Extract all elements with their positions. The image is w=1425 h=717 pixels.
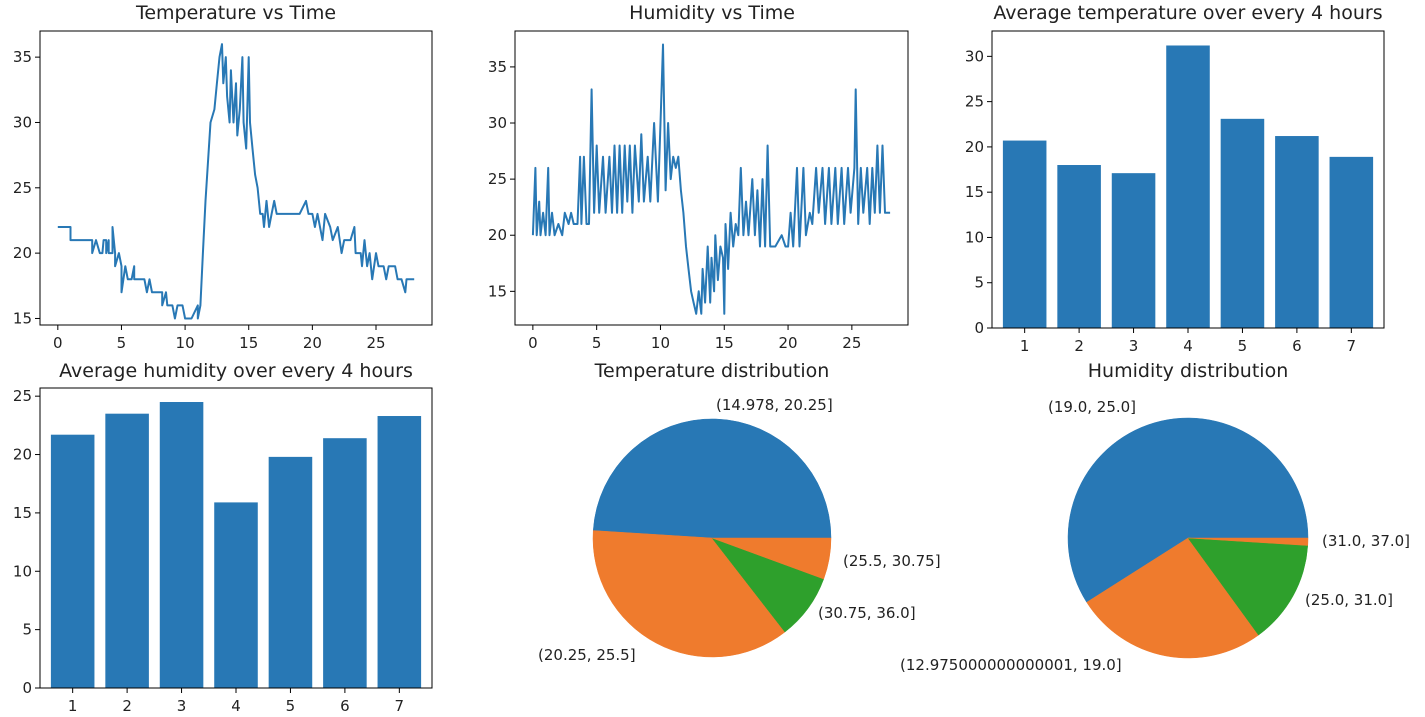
- series-line: [531, 43, 891, 315]
- slice-label: (19.0, 25.0]: [1048, 398, 1136, 416]
- x-tick-label: 15: [715, 334, 734, 352]
- bar: [1166, 45, 1210, 329]
- y-tick-label: 5: [22, 621, 32, 639]
- x-tick-label: 10: [651, 334, 670, 352]
- y-tick-label: 25: [13, 387, 32, 405]
- slice-label: (25.5, 30.75]: [843, 552, 941, 570]
- pie-slice: [1187, 537, 1309, 546]
- y-tick-label: 30: [965, 47, 984, 65]
- bar: [50, 434, 95, 688]
- plot-frame: [39, 30, 433, 326]
- x-tick-label: 3: [177, 697, 187, 715]
- bar: [1220, 118, 1265, 329]
- y-tick-label: 20: [488, 226, 507, 244]
- x-tick-label: 5: [592, 334, 602, 352]
- pie-slice: [1067, 417, 1309, 603]
- x-tick-label: 10: [176, 334, 195, 352]
- bar: [323, 438, 367, 688]
- avg-humidity-bar-chart: Average humidity over every 4 hours 1 2 3 4…: [13, 360, 433, 715]
- y-tick-label: 15: [488, 282, 507, 300]
- y-tick-label: 15: [965, 183, 984, 201]
- y-tick-label: 5: [974, 274, 984, 292]
- bar: [268, 456, 313, 688]
- chart-title: Average temperature over every 4 hours: [993, 2, 1382, 24]
- y-tick-label: 30: [488, 114, 507, 132]
- x-tick-label: 5: [117, 334, 127, 352]
- x-tick-label: 5: [286, 697, 296, 715]
- chart-title: Humidity vs Time: [629, 2, 795, 24]
- slice-label: (12.975000000000001, 19.0]: [900, 656, 1122, 674]
- y-tick-label: 20: [13, 446, 32, 464]
- bar: [1002, 140, 1047, 328]
- bar: [1329, 156, 1374, 328]
- y-tick-label: 0: [974, 319, 984, 337]
- y-tick-label: 15: [13, 504, 32, 522]
- humidity-distribution-pie: Humidity distribution (19.0, 25.0] (12.97…: [900, 360, 1410, 674]
- plot-frame: [514, 30, 909, 326]
- x-tick-label: 3: [1129, 337, 1139, 355]
- pie-slice: [1187, 537, 1309, 636]
- x-tick-label: 6: [340, 697, 350, 715]
- chart-title: Humidity distribution: [1088, 360, 1288, 382]
- x-tick-label: 15: [239, 334, 258, 352]
- x-tick-label: 0: [528, 334, 538, 352]
- plot-frame: [991, 30, 1385, 329]
- x-tick-label: 1: [68, 697, 78, 715]
- x-tick-label: 7: [1347, 337, 1357, 355]
- y-tick-label: 30: [13, 113, 32, 131]
- plot-frame: [39, 387, 433, 689]
- bar: [377, 416, 422, 688]
- chart-title: Temperature vs Time: [135, 2, 336, 24]
- y-tick-label: 25: [488, 170, 507, 188]
- chart-title: Temperature distribution: [594, 360, 830, 382]
- y-tick-label: 25: [965, 93, 984, 111]
- x-tick-label: 20: [779, 334, 798, 352]
- y-tick-label: 15: [13, 309, 32, 327]
- y-tick-label: 10: [965, 228, 984, 246]
- temperature-distribution-pie: Temperature distribution (14.978, 20.25]…: [538, 360, 941, 664]
- y-tick-label: 25: [13, 179, 32, 197]
- pie-slice: [592, 530, 786, 658]
- x-tick-label: 5: [1238, 337, 1248, 355]
- humidity-vs-time-chart: Humidity vs Time 0 5 10 15 20 25 15 20 25 30 35: [488, 2, 909, 352]
- pie-slice: [592, 418, 832, 539]
- avg-temperature-bar-chart: Average temperature over every 4 hours 1…: [965, 2, 1385, 355]
- bar: [1057, 165, 1101, 328]
- slice-label: (30.75, 36.0]: [818, 604, 916, 622]
- bar: [1275, 136, 1319, 328]
- series-line: [57, 43, 415, 320]
- y-tick-label: 0: [22, 679, 32, 697]
- bar: [1111, 173, 1156, 328]
- x-tick-label: 20: [303, 334, 322, 352]
- x-tick-label: 4: [1183, 337, 1193, 355]
- x-tick-label: 2: [1074, 337, 1084, 355]
- x-tick-label: 2: [122, 697, 132, 715]
- x-tick-label: 7: [395, 697, 405, 715]
- x-tick-label: 25: [366, 334, 385, 352]
- y-tick-label: 20: [965, 138, 984, 156]
- x-tick-label: 1: [1020, 337, 1030, 355]
- bar: [159, 402, 204, 688]
- temperature-vs-time-chart: Temperature vs Time 0 5 10 15 20 25 15 20 25 30 35: [13, 2, 433, 352]
- x-tick-label: 0: [53, 334, 63, 352]
- slice-label: (14.978, 20.25]: [716, 396, 833, 414]
- x-tick-label: 4: [231, 697, 241, 715]
- y-tick-label: 10: [13, 562, 32, 580]
- chart-title: Average humidity over every 4 hours: [59, 360, 413, 382]
- slice-label: (31.0, 37.0]: [1322, 532, 1410, 550]
- y-tick-label: 35: [13, 48, 32, 66]
- slice-label: (20.25, 25.5]: [538, 646, 636, 664]
- x-tick-label: 6: [1292, 337, 1302, 355]
- pie-slice: [711, 537, 832, 580]
- bar: [105, 413, 149, 688]
- y-tick-label: 20: [13, 244, 32, 262]
- bar: [214, 502, 258, 688]
- y-tick-label: 35: [488, 58, 507, 76]
- slice-label: (25.0, 31.0]: [1305, 591, 1393, 609]
- x-tick-label: 25: [842, 334, 861, 352]
- pie-slice: [1086, 537, 1259, 659]
